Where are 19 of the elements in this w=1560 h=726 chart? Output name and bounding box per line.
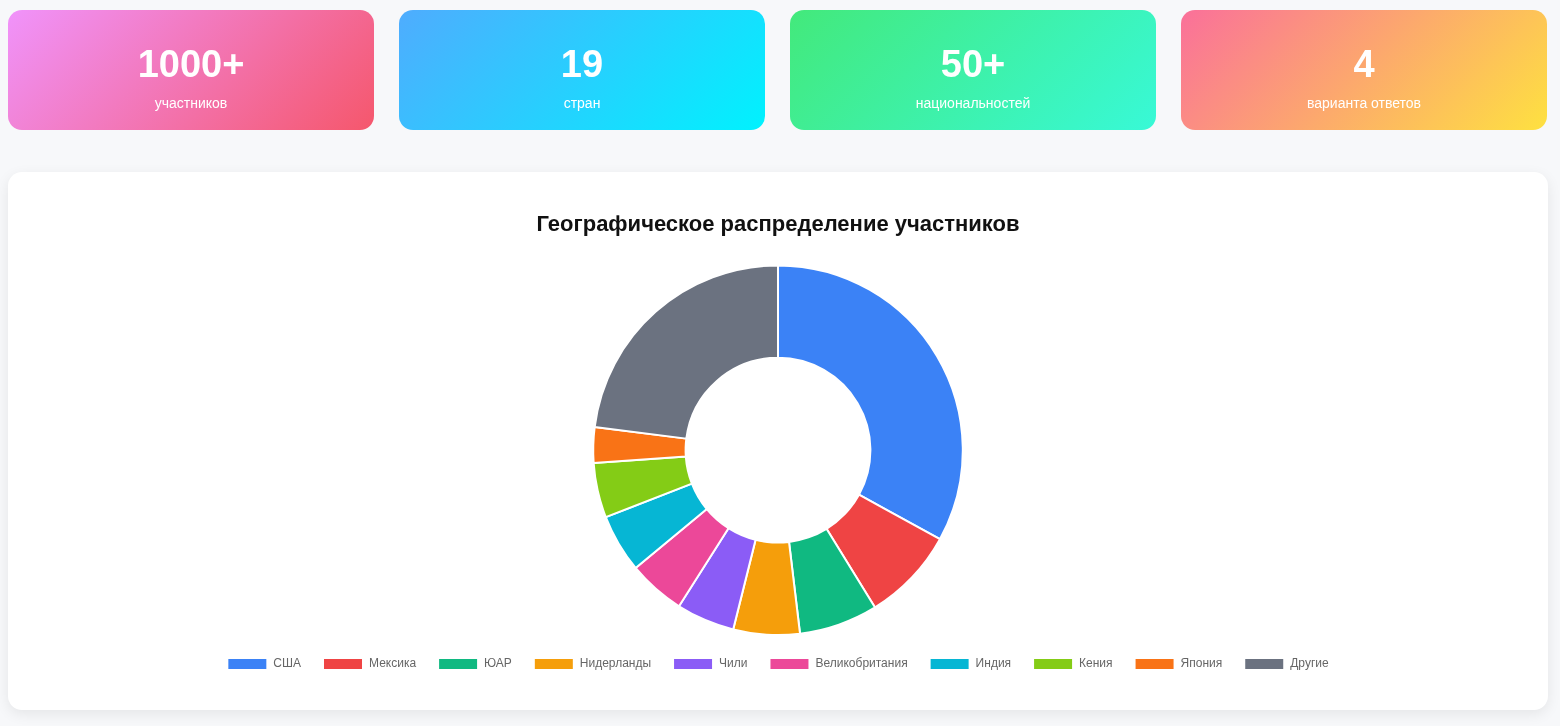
legend-label: Мексика: [369, 656, 417, 671]
text: 50+: [939, 42, 1007, 86]
text: участников: [153, 94, 229, 112]
legend-label: Чили: [719, 656, 748, 671]
legend-label: Япония: [1180, 656, 1223, 671]
legend-label: Другие: [1290, 656, 1329, 671]
legend-label: США: [273, 656, 302, 671]
legend-label: Индия: [975, 656, 1012, 671]
chart-title: Географическое распределение участников: [536, 211, 1020, 237]
legend-label: Кения: [1079, 656, 1113, 671]
text: 19: [559, 42, 605, 86]
legend-label: ЮАР: [484, 656, 512, 671]
text: 4: [1352, 42, 1376, 86]
legend-label: Великобритания: [815, 656, 908, 671]
text: 1000+: [136, 42, 246, 86]
text: стран: [562, 94, 602, 112]
text: национальностей: [914, 94, 1032, 112]
legend-label: Нидерланды: [579, 656, 652, 671]
text: варианта ответов: [1305, 94, 1423, 112]
